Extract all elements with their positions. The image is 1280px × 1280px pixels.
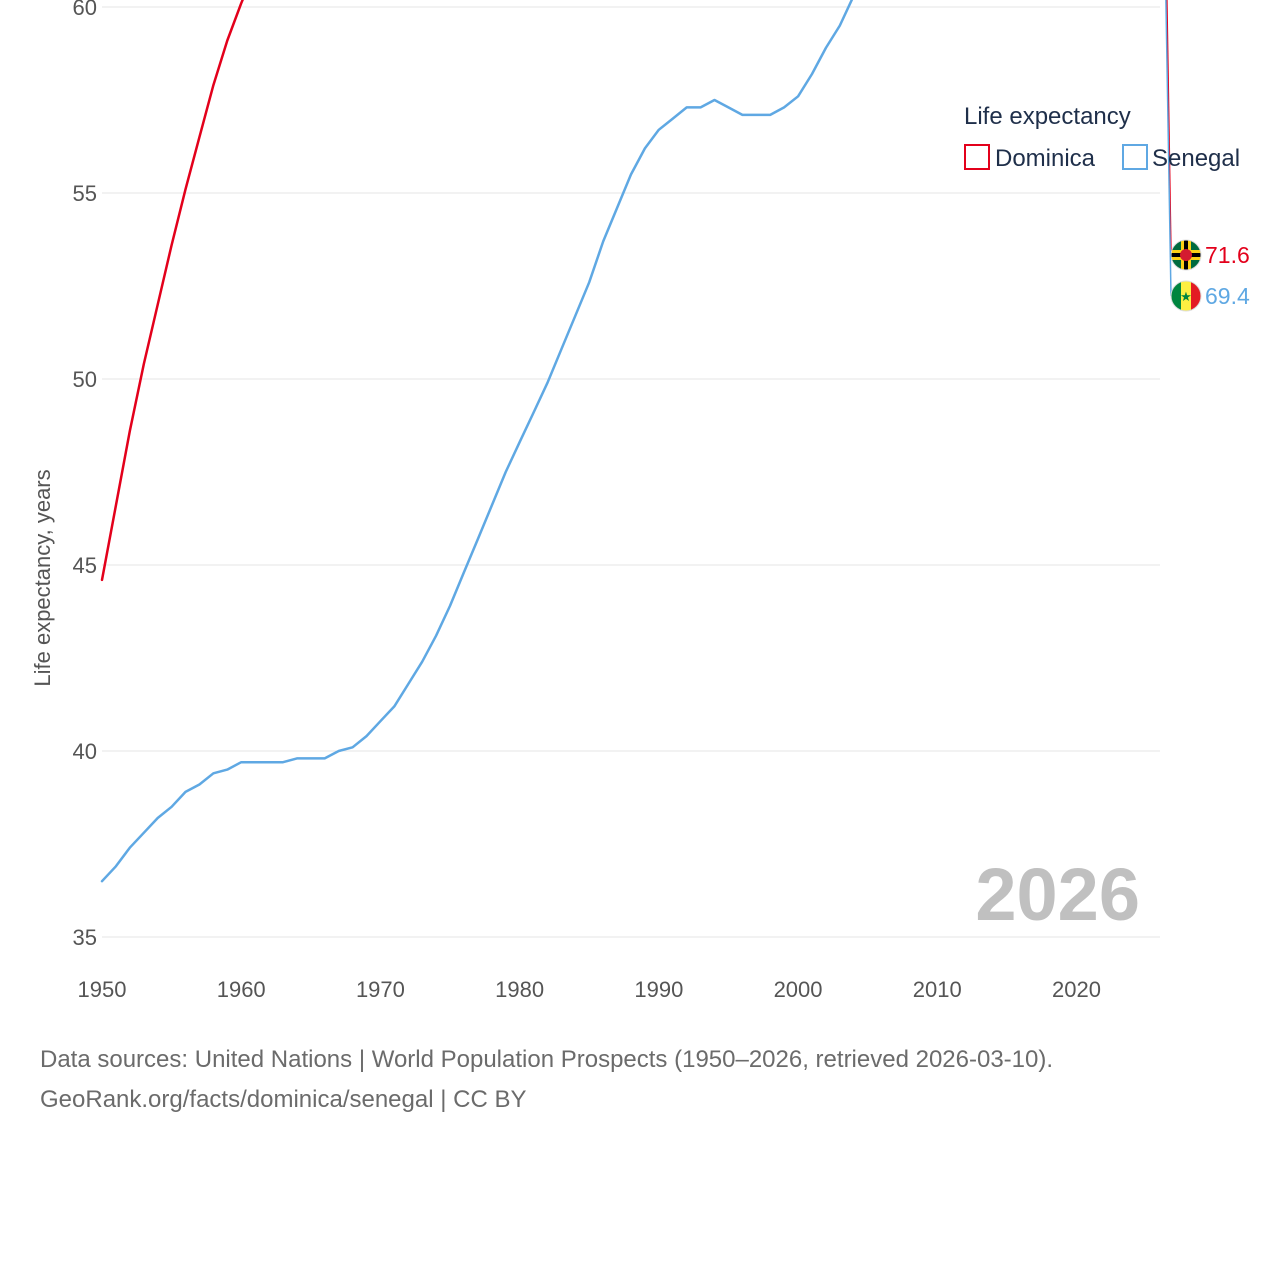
- y-tick-label-40: 40: [73, 739, 97, 764]
- series-line-senegal[interactable]: [100, 0, 1160, 883]
- x-tick-label-2020: 2020: [1052, 977, 1101, 1002]
- series-end-markers: 71.6 ★ 69.4: [1165, 0, 1250, 312]
- end-value-label-dominica: 71.6: [1205, 242, 1250, 268]
- legend: Life expectancy Dominica Senegal: [964, 103, 1240, 172]
- life-expectancy-chart: 3540455055606570 19501960197019801990200…: [30, 0, 1250, 1002]
- senegal-flag-icon: ★: [1165, 0, 1202, 312]
- x-tick-label-2010: 2010: [913, 977, 962, 1002]
- x-tick-label-1980: 1980: [495, 977, 544, 1002]
- end-connector-dominica: [1166, 0, 1172, 256]
- y-tick-label-55: 55: [73, 181, 97, 206]
- footer: Data sources: United Nations | World Pop…: [40, 1040, 1240, 1120]
- year-watermark: 2026: [975, 853, 1140, 936]
- x-tick-label-1970: 1970: [356, 977, 405, 1002]
- x-axis-ticks: 1950 1960 1970 1980 1990 2000 2010 2020: [78, 977, 1101, 1002]
- x-tick-label-1950: 1950: [78, 977, 127, 1002]
- series-line-dominica[interactable]: [100, 0, 1160, 582]
- end-value-label-senegal: 69.4: [1205, 283, 1250, 309]
- y-tick-label-60: 60: [73, 0, 97, 20]
- legend-item-dominica[interactable]: Dominica: [964, 144, 1096, 172]
- y-axis-title: Life expectancy, years: [30, 469, 55, 686]
- end-connector-senegal: [1165, 0, 1172, 297]
- legend-title: Life expectancy: [964, 103, 1131, 130]
- legend-swatch-senegal: [1122, 144, 1148, 170]
- y-tick-label-50: 50: [73, 367, 97, 392]
- legend-label-dominica: Dominica: [995, 145, 1096, 172]
- x-tick-label-1990: 1990: [634, 977, 683, 1002]
- y-tick-label-45: 45: [73, 553, 97, 578]
- legend-item-senegal[interactable]: Senegal: [1122, 144, 1240, 172]
- legend-swatch-dominica: [964, 144, 990, 170]
- data-sources-text: Data sources: United Nations | World Pop…: [40, 1046, 1054, 1073]
- credit-link[interactable]: GeoRank.org/facts/dominica/senegal | CC …: [40, 1086, 527, 1113]
- y-tick-label-35: 35: [73, 925, 97, 950]
- x-tick-label-2000: 2000: [774, 977, 823, 1002]
- y-axis-ticks: 3540455055606570: [73, 0, 97, 950]
- svg-text:★: ★: [1180, 290, 1192, 305]
- legend-label-senegal: Senegal: [1152, 145, 1240, 172]
- grid-lines: [102, 6, 1160, 938]
- series-lines: [100, 0, 1160, 883]
- x-tick-label-1960: 1960: [217, 977, 266, 1002]
